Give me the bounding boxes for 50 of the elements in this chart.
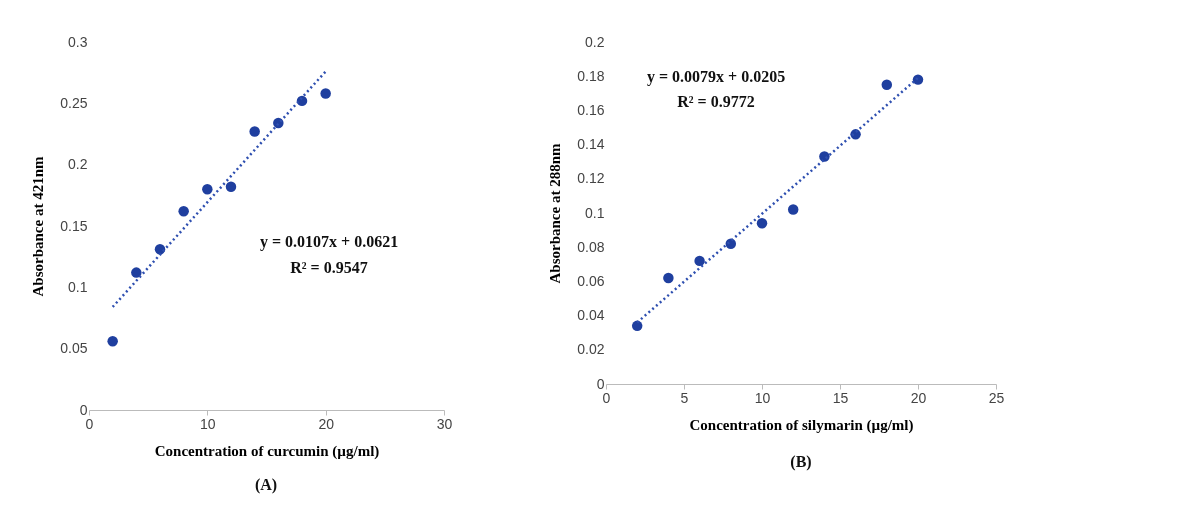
- y-tick-label: 0.1: [68, 278, 88, 295]
- point: [178, 206, 189, 217]
- x-tick-label: 15: [832, 389, 849, 406]
- text: (A): [254, 476, 278, 494]
- y-tick-label: 0.1: [585, 204, 605, 221]
- x-tick-label: 25: [988, 389, 1005, 406]
- point: [107, 336, 118, 347]
- text: (B): [790, 453, 812, 471]
- x-axis-title: Concentration of curcumin (µg/ml): [154, 442, 380, 460]
- y-tick-label: 0.04: [577, 307, 605, 324]
- point: [756, 218, 768, 229]
- y-tick-label: 0.12: [577, 170, 605, 187]
- y-tick-label: 0.02: [577, 341, 605, 358]
- y-tick-label: 0.14: [577, 136, 605, 153]
- point: [694, 255, 705, 267]
- point: [320, 88, 331, 99]
- point: [202, 183, 213, 195]
- y-tick-label: 0.18: [577, 67, 605, 84]
- point: [249, 126, 260, 137]
- x-tick-label: 5: [680, 389, 689, 406]
- y-tick-label: 0.25: [60, 94, 88, 111]
- y-tick-label: 0.2: [68, 156, 88, 173]
- y-tick-label: 0.16: [577, 101, 605, 118]
- y-tick-label: 0: [79, 401, 88, 418]
- y-tick-label: 0.3: [68, 33, 88, 50]
- point: [131, 267, 142, 278]
- y-tick-label: 0.06: [577, 272, 605, 289]
- y-tick-label: 0.15: [60, 217, 88, 234]
- annotation: R² = 0.9772: [677, 93, 755, 110]
- x-tick-label: 20: [318, 415, 335, 432]
- x-axis-title: Concentration of silymarin (µg/ml): [689, 416, 914, 434]
- x-tick-label: 30: [436, 415, 453, 432]
- point: [225, 181, 237, 192]
- annotation: y = 0.0107x + 0.0621: [259, 233, 399, 251]
- y-axis-title: Absorbance at 421nm: [30, 156, 47, 297]
- point: [881, 79, 893, 90]
- y-axis-title: Absorbance at 288nm: [547, 143, 564, 284]
- y-tick-label: 0.08: [577, 238, 605, 255]
- point: [787, 204, 799, 215]
- x-tick-label: 10: [200, 415, 216, 432]
- x-tick-label: 10: [754, 389, 771, 406]
- point: [631, 320, 643, 332]
- point: [663, 272, 674, 284]
- y-tick-label: 0: [596, 375, 605, 392]
- y-tick-label: 0.2: [585, 33, 605, 50]
- x-tick-label: 20: [910, 389, 927, 406]
- annotation: R² = 0.9547: [290, 259, 368, 276]
- point: [912, 74, 924, 85]
- annotation: y = 0.0079x + 0.0205: [646, 68, 786, 86]
- y-tick-label: 0.05: [60, 340, 88, 357]
